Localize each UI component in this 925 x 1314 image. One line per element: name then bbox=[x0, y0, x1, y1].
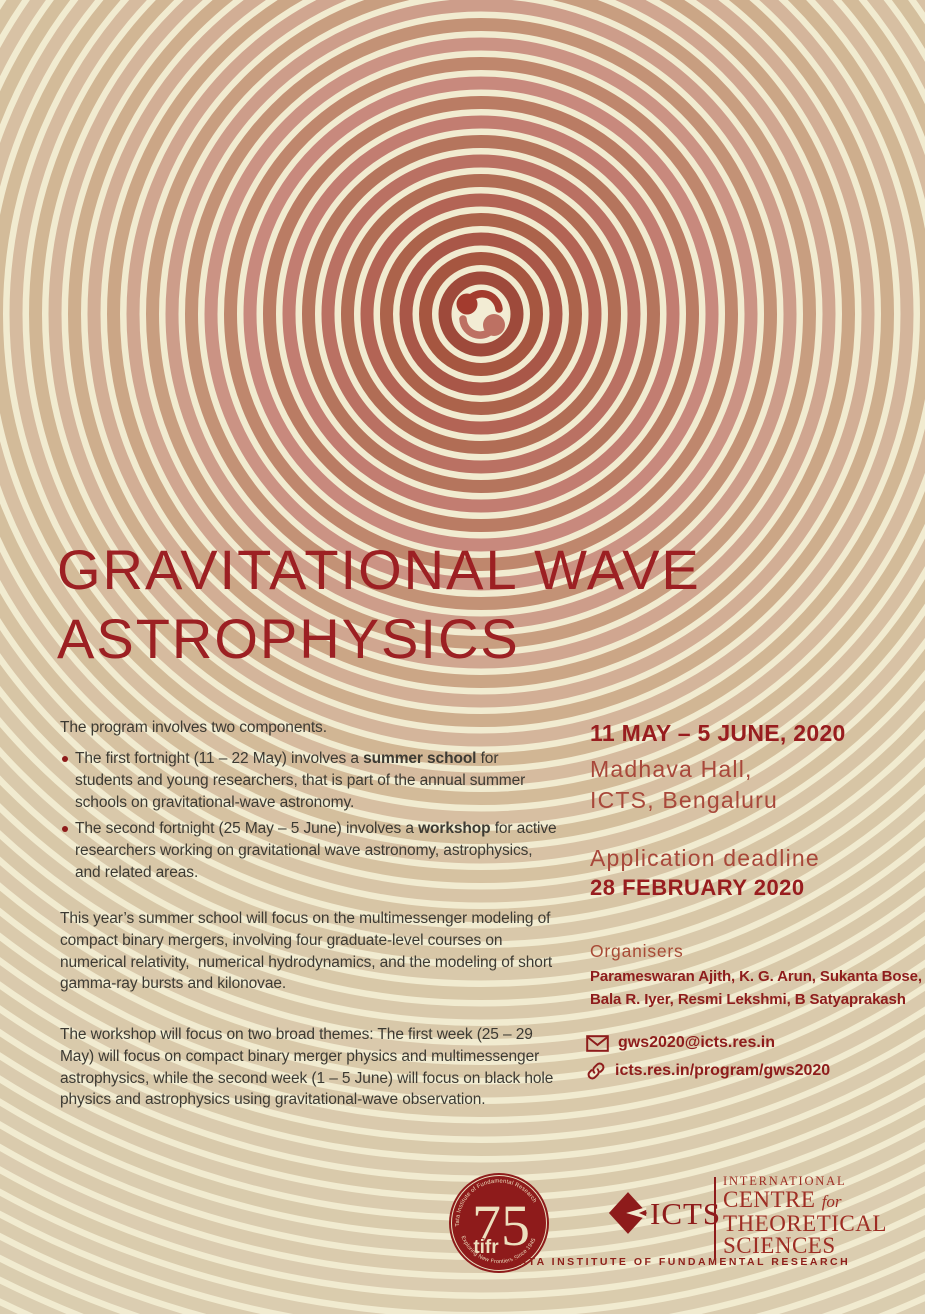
deadline-date: 28 FEBRUARY 2020 bbox=[590, 875, 805, 900]
icts-diamond-icon bbox=[608, 1192, 648, 1234]
icts-acronym: ICTS bbox=[650, 1196, 722, 1231]
bullet-text: The first fortnight (11 – 22 May) involv… bbox=[75, 748, 560, 813]
link-icon bbox=[587, 1062, 605, 1080]
list-item: The first fortnight (11 – 22 May) involv… bbox=[60, 748, 560, 813]
title-line-2: ASTROPHYSICS bbox=[57, 607, 520, 670]
bullet-icon bbox=[62, 756, 68, 762]
tifr-tagline: TATA INSTITUTE OF FUNDAMENTAL RESEARCH bbox=[511, 1256, 851, 1268]
page-title: GRAVITATIONAL WAVE ASTROPHYSICS bbox=[57, 535, 777, 673]
envelope-icon bbox=[586, 1034, 609, 1052]
bullet-text-post: for active researchers working on gravit… bbox=[75, 820, 561, 881]
bullet-text-bold: summer school bbox=[363, 750, 477, 767]
bullet-text-bold: workshop bbox=[418, 820, 491, 838]
wordmark-for: for bbox=[821, 1192, 842, 1211]
program-intro: The program involves two components. bbox=[60, 719, 327, 736]
title-line-1: GRAVITATIONAL WAVE bbox=[57, 538, 701, 601]
venue-line-2: ICTS, Bengaluru bbox=[590, 787, 779, 813]
bullet-text-pre: The second fortnight (25 May – 5 June) i… bbox=[75, 820, 419, 838]
contact-website-row: icts.res.in/program/gws2020 bbox=[586, 1061, 830, 1081]
organisers-names: Parameswaran Ajith, K. G. Arun, Sukanta … bbox=[590, 966, 925, 1011]
website-url[interactable]: icts.res.in/program/gws2020 bbox=[615, 1062, 831, 1079]
organisers-heading: Organisers bbox=[590, 941, 684, 961]
divider bbox=[714, 1177, 716, 1260]
email-address[interactable]: gws2020@icts.res.in bbox=[618, 1034, 776, 1051]
wordmark-theoretical: THEORETICAL bbox=[723, 1211, 887, 1236]
program-bullet-list: The first fortnight (11 – 22 May) involv… bbox=[60, 748, 560, 889]
wordmark-sciences: SCIENCES bbox=[723, 1233, 836, 1258]
icts-wordmark: INTERNATIONAL CENTRE for THEORETICAL SCI… bbox=[723, 1174, 887, 1257]
list-item: The second fortnight (25 May – 5 June) i… bbox=[60, 818, 560, 883]
venue-line-1: Madhava Hall, bbox=[590, 756, 753, 782]
seal-75: 75 bbox=[472, 1193, 530, 1258]
bullet-icon bbox=[62, 826, 68, 833]
bullet-text-pre: The first fortnight (11 – 22 May) involv… bbox=[75, 750, 364, 767]
wordmark-centre: CENTRE bbox=[723, 1187, 816, 1212]
deadline-label: Application deadline bbox=[590, 845, 820, 871]
wordmark-centre-for: CENTRE for bbox=[723, 1187, 887, 1213]
tifr-75-logo: 75 tifr Tata Institute of Fundamental Re… bbox=[449, 1173, 549, 1273]
summer-school-paragraph: This year’s summer school will focus on … bbox=[60, 910, 557, 993]
bullet-text: The second fortnight (25 May – 5 June) i… bbox=[75, 818, 560, 883]
seal-tifr: tifr bbox=[473, 1237, 499, 1258]
organisers-names-line-1: Parameswaran Ajith, K. G. Arun, Sukanta … bbox=[590, 968, 922, 985]
seal-ring bbox=[451, 1175, 547, 1271]
venue: Madhava Hall, ICTS, Bengaluru bbox=[590, 754, 778, 816]
event-dates: 11 MAY – 5 JUNE, 2020 bbox=[590, 720, 846, 746]
organisers-names-line-2: Bala R. Iyer, Resmi Lekshmi, B Satyaprak… bbox=[590, 990, 906, 1008]
bullet-text-post: for students and young researchers, that… bbox=[75, 750, 530, 811]
seal-circle bbox=[449, 1173, 549, 1273]
contact-email-row: gws2020@icts.res.in bbox=[586, 1034, 775, 1052]
wordmark-international: INTERNATIONAL bbox=[723, 1174, 847, 1188]
workshop-paragraph: The workshop will focus on two broad the… bbox=[60, 1026, 558, 1109]
